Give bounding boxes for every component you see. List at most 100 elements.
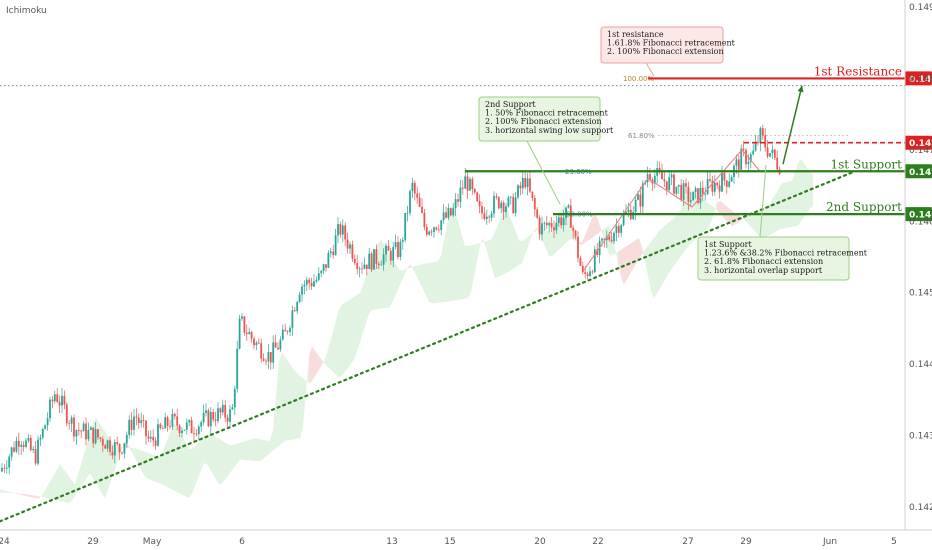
candle-body bbox=[622, 214, 625, 226]
candle-body bbox=[517, 185, 519, 198]
candle-body bbox=[80, 430, 83, 432]
cloud-segment bbox=[336, 309, 339, 378]
candle-body bbox=[476, 192, 479, 202]
candle-body bbox=[529, 178, 531, 192]
x-tick-label: 6 bbox=[239, 537, 245, 547]
x-tick-label: 5 bbox=[891, 537, 897, 547]
candle-body bbox=[214, 419, 217, 421]
candle-body bbox=[349, 244, 351, 249]
candle-body bbox=[121, 452, 123, 454]
candle-body bbox=[327, 252, 330, 268]
candle-body bbox=[464, 176, 467, 189]
candle-body bbox=[58, 401, 61, 406]
cloud-segment bbox=[171, 423, 174, 491]
candle-body bbox=[579, 257, 582, 266]
cloud-segment bbox=[63, 468, 66, 503]
candle-body bbox=[392, 247, 395, 261]
candle-body bbox=[291, 310, 294, 328]
candle-body bbox=[87, 430, 90, 440]
cloud-segment bbox=[294, 369, 297, 440]
candle-body bbox=[581, 265, 584, 273]
candle-body bbox=[718, 185, 721, 192]
cloud-segment bbox=[780, 182, 783, 230]
candle-body bbox=[193, 433, 195, 434]
candle-body bbox=[493, 196, 495, 214]
candle-body bbox=[560, 217, 563, 226]
candle-body bbox=[212, 412, 215, 420]
candle-body bbox=[442, 212, 445, 221]
cloud-segment bbox=[447, 209, 450, 302]
cloud-segment bbox=[6, 490, 9, 493]
annotation-line: 1st resistance bbox=[607, 30, 664, 39]
candle-body bbox=[317, 273, 320, 280]
candle-body bbox=[485, 216, 488, 220]
cloud-segment bbox=[732, 210, 735, 227]
candle-body bbox=[608, 236, 611, 240]
cloud-segment bbox=[528, 234, 531, 247]
candle-body bbox=[699, 187, 702, 204]
cloud-segment bbox=[354, 294, 357, 360]
cloud-segment bbox=[231, 444, 234, 472]
candle-body bbox=[94, 429, 97, 444]
candle-body bbox=[425, 227, 428, 235]
cloud-segment bbox=[408, 264, 411, 269]
candle-body bbox=[190, 420, 193, 434]
candle-body bbox=[44, 425, 47, 429]
candle-body bbox=[65, 404, 68, 424]
candle-body bbox=[209, 412, 212, 427]
candle-body bbox=[25, 440, 27, 447]
cloud-segment bbox=[159, 452, 162, 485]
candle-body bbox=[653, 175, 656, 184]
candle-body bbox=[370, 253, 373, 270]
candle-body bbox=[20, 444, 23, 447]
cloud-segment bbox=[282, 352, 285, 444]
candle-body bbox=[255, 342, 258, 346]
cloud-segment bbox=[504, 208, 507, 275]
candle-body bbox=[320, 270, 323, 274]
cloud-segment bbox=[183, 436, 186, 497]
candle-body bbox=[421, 206, 423, 213]
cloud-segment bbox=[654, 233, 657, 299]
candle-body bbox=[226, 417, 229, 422]
cloud-segment bbox=[798, 158, 801, 226]
cloud-segment bbox=[45, 485, 48, 499]
candle-body bbox=[557, 217, 560, 224]
candle-body bbox=[677, 184, 680, 187]
cloud-segment bbox=[138, 449, 141, 470]
candle-body bbox=[221, 404, 224, 413]
cloud-segment bbox=[411, 264, 414, 271]
cloud-segment bbox=[165, 438, 168, 488]
cloud-segment bbox=[459, 224, 462, 300]
cloud-segment bbox=[402, 269, 405, 281]
candle-body bbox=[77, 430, 80, 431]
cloud-segment bbox=[414, 265, 417, 277]
cloud-segment bbox=[261, 439, 264, 461]
candle-body bbox=[548, 222, 551, 226]
x-tick-label: May bbox=[143, 537, 162, 547]
price-tag-label: 0.146 bbox=[909, 211, 932, 221]
candle-body bbox=[536, 209, 539, 218]
candle-body bbox=[358, 268, 361, 270]
x-tick-label: Jun bbox=[822, 537, 837, 547]
cloud-segment bbox=[9, 491, 12, 494]
candle-body bbox=[466, 176, 469, 191]
candle-body bbox=[728, 181, 731, 187]
candle-body bbox=[133, 416, 135, 430]
candle-body bbox=[135, 416, 138, 418]
candle-body bbox=[154, 440, 157, 446]
cloud-segment bbox=[480, 238, 483, 246]
candle-body bbox=[51, 399, 54, 402]
candle-body bbox=[89, 427, 92, 431]
annotation-line: 1.61.8% Fibonacci retracement bbox=[607, 39, 736, 48]
cloud-segment bbox=[96, 417, 99, 489]
candle-body bbox=[771, 149, 774, 154]
cloud-segment bbox=[567, 206, 570, 242]
cloud-segment bbox=[213, 434, 216, 480]
cloud-segment bbox=[486, 240, 489, 259]
candle-body bbox=[17, 440, 20, 447]
candle-body bbox=[257, 342, 260, 344]
cloud-segment bbox=[195, 443, 198, 486]
price-levels: 1st Resistance 0.148 0.147 1st Support 0.147… bbox=[465, 64, 932, 222]
candle-body bbox=[145, 420, 147, 437]
x-tick-label: 13 bbox=[386, 537, 397, 547]
